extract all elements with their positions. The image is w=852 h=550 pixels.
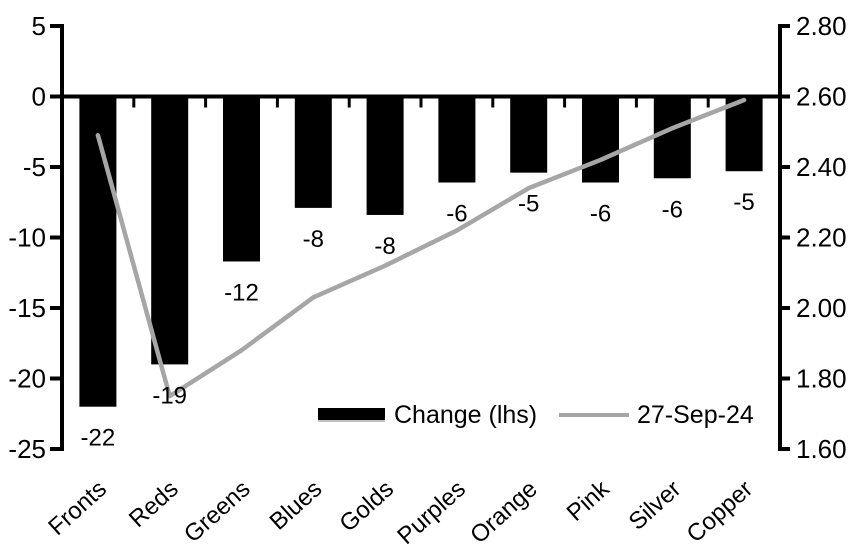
category-label: Golds: [334, 475, 399, 537]
category-label: Purples: [392, 475, 471, 550]
data-label: -19: [152, 382, 187, 409]
left-axis-tick-label: 0: [32, 82, 46, 112]
bar-golds: [366, 96, 404, 215]
left-axis-tick-label: 5: [32, 11, 46, 41]
legend-bar-swatch: [318, 408, 385, 422]
bar-blues: [294, 96, 332, 208]
bar-purples: [438, 96, 476, 183]
category-label: Greens: [179, 475, 256, 548]
left-axis-tick-label: -5: [23, 152, 46, 182]
data-label: -6: [446, 201, 467, 228]
data-label: -12: [224, 279, 259, 306]
category-label: Pink: [562, 475, 616, 527]
line-series: [95, 97, 747, 399]
category-label: Orange: [465, 475, 543, 549]
right-axis-tick-label: 2.00: [796, 293, 847, 323]
bar-copper: [725, 96, 763, 172]
bar-fronts: [79, 96, 117, 407]
right-axis-tick-label: 2.40: [796, 152, 847, 182]
category-label: Fronts: [43, 475, 112, 541]
left-axis-tick-label: -20: [8, 364, 46, 394]
bar-greens: [223, 96, 260, 262]
category-label: Blues: [265, 475, 328, 535]
left-axis-tick-label: -15: [8, 293, 46, 323]
data-label: -8: [374, 233, 395, 260]
right-axis-tick-label: 1.80: [796, 364, 847, 394]
data-label: -22: [81, 425, 116, 452]
legend-line-swatch: [559, 413, 629, 417]
right-axis-tick-label: 2.60: [796, 82, 847, 112]
category-label: Reds: [124, 475, 184, 533]
data-label: -5: [518, 191, 539, 218]
data-label: -5: [733, 189, 754, 216]
category-label: Silver: [624, 475, 687, 535]
legend-line-label: 27-Sep-24: [637, 401, 754, 429]
left-axis-tick-label: -25: [8, 434, 46, 464]
data-label: -6: [590, 201, 611, 228]
right-axis-tick-label: 1.60: [796, 434, 847, 464]
right-axis-tick-label: 2.20: [796, 223, 847, 253]
bar-reds: [151, 96, 189, 365]
bar-silver: [653, 96, 691, 179]
legend-bar-label: Change (lhs): [394, 401, 538, 429]
bar-pink: [582, 96, 619, 183]
right-axis-tick-label: 2.80: [796, 11, 847, 41]
data-label: -8: [303, 226, 324, 253]
left-axis-tick-label: -10: [8, 223, 46, 253]
bar-orange: [510, 96, 548, 173]
category-label: Copper: [682, 475, 759, 548]
data-label: -6: [662, 196, 683, 223]
